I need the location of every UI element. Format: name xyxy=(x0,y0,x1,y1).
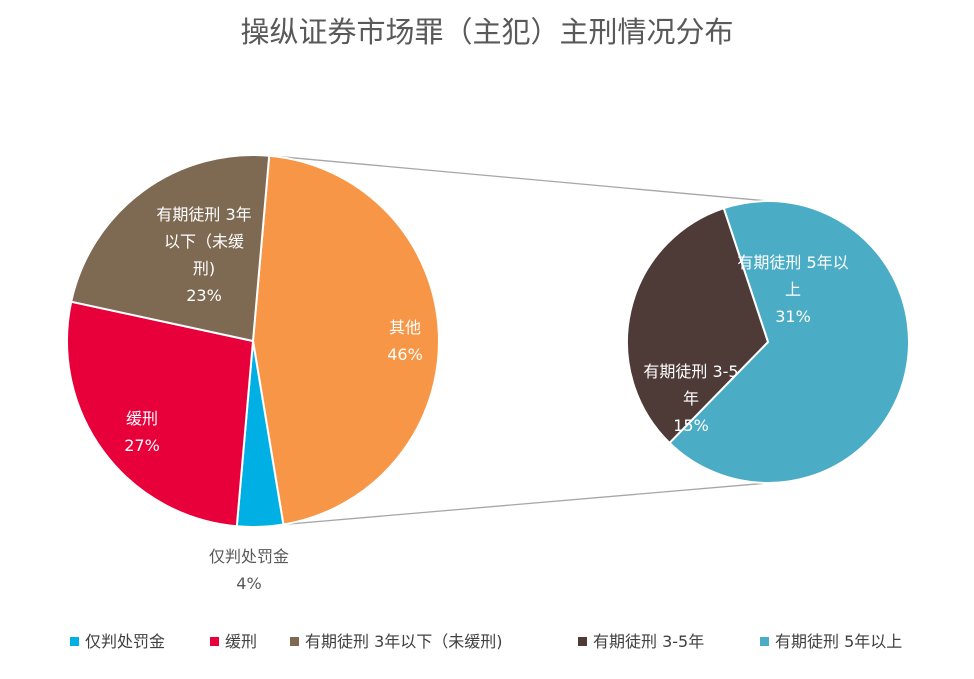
legend-label: 有期徒刑 3-5年 xyxy=(593,632,704,651)
legend-label: 有期徒刑 5年以上 xyxy=(775,632,902,651)
legend: 仅判处罚金 缓刑 有期徒刑 3年以下（未缓刑) 有期徒刑 3-5年 有期徒刑 5年以上 xyxy=(70,632,902,651)
pie-slice-s2 xyxy=(66,300,255,528)
data-label-line: 其他 xyxy=(389,318,421,337)
data-label-line: 年 xyxy=(683,389,699,408)
data-label-line: 有期徒刑 3年 xyxy=(156,205,251,224)
data-label-value: 15% xyxy=(673,416,709,435)
connector-lines xyxy=(269,155,769,526)
chart-title: 操纵证券市场罪（主犯）主刑情况分布 xyxy=(240,15,733,49)
connector-bottom xyxy=(283,482,769,526)
data-labels: 其他 46% 仅判处罚金 4% 缓刑 27% 有期徒刑 3年以下（未缓刑) 23% 有期徒刑 5… xyxy=(124,205,848,593)
pie-slice-s3 xyxy=(70,154,271,343)
data-label-value: 27% xyxy=(124,436,160,455)
data-label-s3: 有期徒刑 3年以下（未缓刑) 23% xyxy=(156,205,251,305)
legend-item: 缓刑 xyxy=(210,632,257,651)
legend-label: 仅判处罚金 xyxy=(85,632,165,651)
secondary-pie xyxy=(626,200,910,484)
legend-label: 缓刑 xyxy=(225,632,257,651)
legend-swatch xyxy=(210,637,219,646)
legend-swatch xyxy=(290,637,299,646)
legend-swatch xyxy=(578,637,587,646)
secondary-slice-t1 xyxy=(626,206,770,445)
data-label-line: 有期徒刑 5年以 xyxy=(737,253,848,272)
data-label-line: 仅判处罚金 xyxy=(209,547,289,566)
data-label-value: 4% xyxy=(236,574,261,593)
legend-item: 有期徒刑 5年以上 xyxy=(760,632,902,651)
main-pie xyxy=(66,154,440,528)
data-label-line: 有期徒刑 3-5 xyxy=(643,362,738,381)
data-label-value: 31% xyxy=(775,307,811,326)
data-label-t0: 有期徒刑 5年以上 31% xyxy=(737,253,848,326)
data-label-line: 以下（未缓 xyxy=(164,232,244,251)
data-label-value: 23% xyxy=(186,286,222,305)
legend-item: 仅判处罚金 xyxy=(70,632,165,651)
legend-item: 有期徒刑 3-5年 xyxy=(578,632,704,651)
data-label-line: 缓刑 xyxy=(126,409,158,428)
data-label-s2: 缓刑 27% xyxy=(124,409,160,455)
data-label-s1: 仅判处罚金 4% xyxy=(209,547,289,593)
legend-swatch xyxy=(70,637,79,646)
data-label-value: 46% xyxy=(387,345,423,364)
pie-slice-s0 xyxy=(251,154,440,526)
connector-top xyxy=(269,155,769,202)
legend-swatch xyxy=(760,637,769,646)
secondary-slice-t0 xyxy=(668,200,910,484)
data-label-line: 刑) xyxy=(193,259,215,278)
data-label-line: 上 xyxy=(785,280,801,299)
legend-item: 有期徒刑 3年以下（未缓刑) xyxy=(290,632,503,651)
data-label-t1: 有期徒刑 3-5 年 15% xyxy=(643,362,738,435)
data-label-s0: 其他 46% xyxy=(387,318,423,364)
legend-label: 有期徒刑 3年以下（未缓刑) xyxy=(305,632,503,651)
